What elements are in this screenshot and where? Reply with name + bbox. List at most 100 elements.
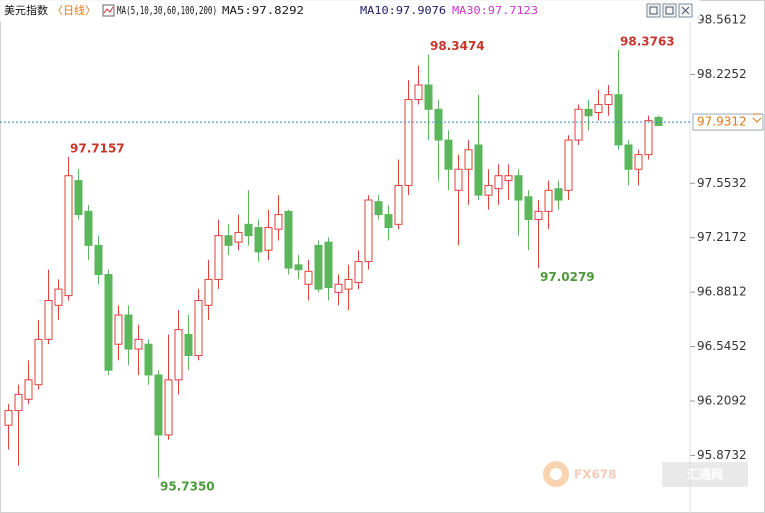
candle-body (84, 210, 93, 246)
candle-body (224, 235, 233, 246)
button-icon (681, 6, 690, 15)
indicator-icon (102, 4, 115, 17)
candle-body (594, 103, 603, 114)
y-tick-label: 95.8732 (697, 448, 747, 462)
candle-body (444, 139, 453, 170)
candle-body (474, 144, 483, 196)
candle-body (294, 264, 303, 271)
candle-body (144, 343, 153, 376)
indicator-label: MA(5,10,30,60,100,200) (117, 4, 217, 17)
candle-body (174, 329, 183, 381)
candle-body (314, 244, 323, 290)
candle-body (544, 189, 553, 212)
y-tick-label: 97.2172 (697, 230, 747, 244)
high-label: 97.7157 (70, 141, 125, 155)
candle-body (44, 299, 53, 340)
candle-body (324, 241, 333, 288)
candle-body (254, 227, 263, 253)
candle-body (94, 244, 103, 276)
button-icon (649, 6, 658, 15)
candle-body (354, 261, 363, 284)
candle-body (124, 314, 133, 350)
candle-body (344, 278, 353, 290)
candle-body (114, 314, 123, 345)
y-tick-label: 97.5532 (697, 176, 747, 190)
legend-entry: MA30:97.7123 (452, 4, 538, 17)
chart-title: 美元指数 (4, 3, 48, 17)
candle-body (384, 214, 393, 229)
price-marker-icon (752, 113, 762, 123)
watermark: FX678 汇通网 (543, 461, 748, 487)
candle-body (394, 184, 403, 225)
plot-area: 98.5612 98.2252 97.5532 97.2172 96.8812 96.54… (0, 13, 764, 493)
watermark-logo (550, 468, 562, 480)
candle-body (234, 231, 243, 243)
candle-body (484, 184, 493, 196)
header-bg (0, 0, 700, 22)
candle-body (414, 84, 423, 101)
button[interactable] (646, 3, 661, 18)
candle-body (244, 223, 253, 237)
candle-body (364, 199, 373, 263)
candle-body (204, 278, 213, 306)
candle-body (34, 338, 43, 386)
y-tick-label: 96.2092 (697, 394, 747, 408)
candle-body (54, 288, 63, 306)
candle-body (564, 139, 573, 191)
last-price-tag (692, 113, 764, 131)
candle-body (304, 270, 313, 285)
candle-body (284, 210, 293, 269)
candle-body (404, 99, 413, 186)
candle-body (4, 410, 13, 426)
high-label: 98.3763 (620, 34, 675, 48)
y-tick-label: 98.5612 (697, 13, 747, 27)
candle-body (624, 144, 633, 170)
last-price-label: 97.9312 (697, 115, 747, 129)
legend-entry: MA5:97.8292 (222, 4, 304, 17)
candle-body (574, 108, 583, 141)
watermark-box (662, 462, 748, 487)
button[interactable] (662, 3, 677, 18)
candle-body (24, 379, 33, 400)
candle-body (184, 333, 193, 357)
candle-body (494, 175, 503, 190)
candle-body (584, 108, 593, 117)
candle-body (604, 94, 613, 105)
candle-body (644, 120, 653, 156)
candle-body (264, 227, 273, 251)
candle-body (334, 283, 343, 293)
candle-body (14, 393, 23, 412)
candle-body (614, 94, 623, 146)
candle-body (654, 116, 663, 127)
candle-body (274, 214, 283, 230)
candle-body (134, 338, 143, 350)
watermark-brand: FX678 (574, 468, 617, 482)
candle-body (424, 84, 433, 110)
candle-body (74, 180, 83, 216)
period: 〈日线〉 (52, 3, 96, 17)
watermark-name: 汇通网 (687, 467, 723, 482)
candle-body (164, 379, 173, 436)
low-label: 97.0279 (540, 270, 595, 284)
button-icon (665, 6, 674, 15)
candle-body (104, 274, 113, 371)
candle-body (214, 235, 223, 280)
candle-body (634, 154, 643, 170)
candle-body (154, 374, 163, 436)
candle-body (534, 210, 543, 220)
y-tick-label: 98.2252 (697, 67, 747, 81)
candle-body (64, 175, 73, 297)
window-buttons[interactable] (646, 3, 693, 18)
candle-body (504, 175, 513, 182)
candle-body (454, 168, 463, 191)
candle-body (514, 175, 523, 201)
y-tick-label: 96.5452 (697, 339, 747, 353)
candle-body (464, 149, 473, 170)
high-label: 98.3474 (430, 39, 485, 53)
legend-entry: MA10:97.9076 (360, 4, 446, 17)
y-tick-label: 96.8812 (697, 285, 747, 299)
candle-body (434, 108, 443, 141)
candle-body (374, 201, 383, 216)
